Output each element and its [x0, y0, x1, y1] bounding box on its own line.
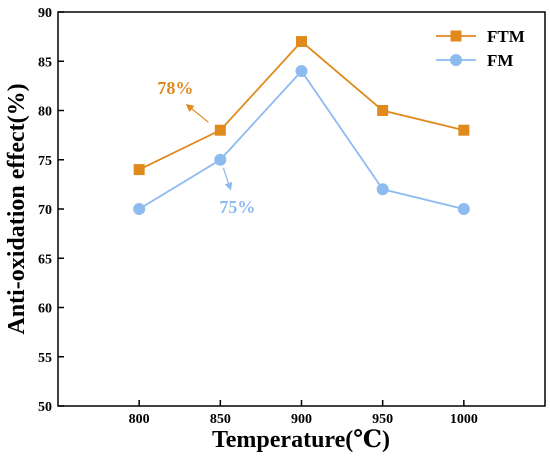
data-point-fm	[295, 65, 308, 78]
data-point-ftm	[133, 164, 145, 176]
y-tick-label: 70	[38, 203, 52, 218]
legend-marker-fm	[450, 54, 462, 66]
annotation-arrow	[222, 167, 233, 191]
legend-label-ftm: FTM	[487, 27, 525, 46]
x-tick-label: 900	[291, 412, 312, 427]
y-tick-label: 55	[38, 351, 52, 366]
y-axis: 50 55 60 65 70 75 80 85 90	[38, 6, 64, 415]
y-axis-label: Anti-oxidation effect(%)	[4, 83, 30, 334]
data-point-ftm	[296, 36, 307, 48]
y-tick-label: 85	[38, 55, 52, 70]
x-tick-label: 1000	[450, 412, 478, 427]
series-layer	[133, 36, 470, 215]
data-point-ftm	[377, 105, 389, 116]
y-tick-label: 80	[38, 105, 52, 120]
x-axis-label: Temperature(℃)	[212, 427, 390, 453]
legend: FTM FM	[436, 27, 525, 70]
y-tick-label: 75	[38, 154, 52, 169]
y-tick-label: 65	[38, 252, 52, 267]
data-point-fm	[133, 203, 146, 215]
annotation-arrow	[185, 103, 209, 123]
annotation-label: 75%	[219, 197, 255, 217]
data-point-ftm	[458, 124, 470, 136]
y-tick-label: 50	[38, 400, 52, 415]
data-point-fm	[457, 203, 470, 215]
data-point-ftm	[214, 124, 226, 136]
x-tick-label: 950	[372, 412, 393, 427]
legend-label-fm: FM	[487, 51, 513, 70]
x-axis: 800 850 900 950 1000	[129, 400, 478, 427]
data-point-fm	[376, 183, 389, 196]
annotation-layer: 78% 75%	[157, 78, 255, 217]
data-point-fm	[214, 153, 227, 166]
y-tick-label: 60	[38, 302, 52, 317]
legend-marker-ftm	[450, 30, 462, 42]
y-tick-label: 90	[38, 6, 52, 21]
x-tick-label: 800	[129, 412, 150, 427]
x-tick-label: 850	[210, 412, 231, 427]
annotation-label: 78%	[157, 78, 193, 98]
